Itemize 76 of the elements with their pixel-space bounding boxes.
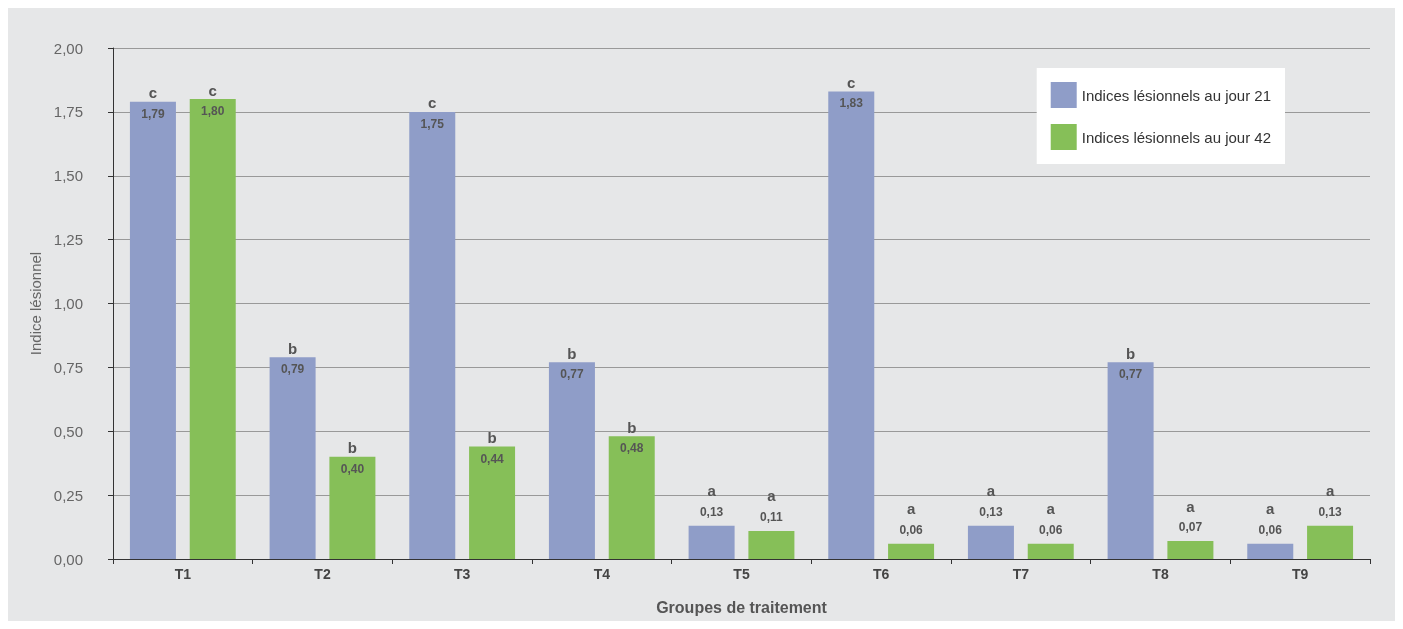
y-tick-label: 0,75	[53, 358, 83, 376]
annotation: a	[906, 500, 916, 518]
bar	[608, 436, 655, 559]
annotation: a	[1186, 497, 1196, 515]
data-label: 1,80	[201, 104, 225, 119]
annotation: a	[767, 487, 777, 505]
y-tick-label: 2,00	[53, 39, 83, 57]
bar	[748, 530, 795, 559]
bar	[548, 362, 595, 559]
data-label: 0,79	[280, 362, 305, 377]
data-label: 1,79	[141, 106, 165, 121]
data-label: 1,83	[839, 96, 864, 111]
data-label: 0,13	[979, 504, 1003, 519]
data-label: 0,07	[1178, 520, 1203, 535]
annotation: b	[1126, 344, 1136, 362]
y-tick-label: 0,25	[53, 486, 83, 504]
bar	[129, 101, 176, 559]
data-label: 1,75	[420, 116, 445, 131]
data-label: 0,77	[1118, 367, 1143, 382]
bar	[888, 543, 935, 559]
annotation: c	[847, 73, 856, 91]
y-tick-label: 1,50	[53, 167, 83, 185]
data-label: 0,13	[1318, 504, 1343, 519]
bar	[828, 91, 875, 559]
x-tick-label: T1	[174, 566, 192, 582]
x-axis-title: Groupes de traitement	[656, 598, 828, 616]
annotation: a	[986, 482, 996, 500]
annotation: b	[288, 339, 298, 357]
legend-label: Indices lésionnels au jour 42	[1081, 128, 1272, 146]
y-tick-label: 1,00	[53, 295, 83, 312]
annotation: b	[347, 439, 357, 457]
bar	[967, 525, 1014, 559]
bar	[189, 99, 236, 559]
bar	[1027, 543, 1074, 559]
x-tick-label: T7	[1012, 566, 1030, 582]
bar	[1167, 541, 1214, 559]
data-label: 0,48	[620, 441, 644, 456]
annotation: c	[208, 81, 217, 99]
x-tick-label: T4	[593, 566, 611, 582]
data-label: 0,13	[699, 504, 724, 519]
x-tick-label: T2	[314, 566, 331, 582]
annotation: a	[1046, 500, 1056, 518]
data-label: 0,06	[899, 522, 924, 537]
annotation: a	[1266, 500, 1276, 518]
x-tick-label: T8	[1152, 566, 1169, 582]
x-tick-label: T3	[453, 566, 471, 582]
y-tick-label: 1,75	[53, 103, 83, 121]
data-label: 0,06	[1039, 522, 1063, 537]
bar	[269, 357, 316, 559]
bar	[688, 525, 735, 559]
legend-label: Indices lésionnels au jour 21	[1081, 86, 1272, 104]
annotation: a	[1325, 482, 1335, 500]
annotation: c	[148, 84, 158, 102]
y-tick-label: 0,50	[53, 422, 83, 440]
bar	[1307, 525, 1354, 559]
bar	[1107, 362, 1154, 559]
bar	[1247, 543, 1294, 559]
data-label: 0,40	[340, 461, 365, 476]
data-label: 0,77	[560, 367, 584, 382]
bar	[469, 446, 516, 559]
y-axis-title: Indice lésionnel	[26, 251, 44, 356]
data-label: 0,11	[760, 509, 784, 524]
annotation: b	[487, 429, 497, 447]
y-tick-label: 1,25	[53, 231, 83, 249]
annotation: b	[627, 418, 637, 436]
y-tick-label: 0,00	[53, 550, 83, 568]
data-label: 0,06	[1258, 522, 1283, 537]
annotation: b	[567, 344, 577, 362]
x-tick-label: T5	[733, 566, 750, 582]
x-tick-label: T6	[872, 566, 890, 582]
bar	[409, 111, 456, 559]
data-label: 0,44	[480, 451, 505, 466]
bar	[329, 456, 376, 559]
annotation: c	[428, 94, 437, 112]
x-tick-label: T9	[1291, 566, 1309, 582]
annotation: a	[707, 482, 717, 500]
